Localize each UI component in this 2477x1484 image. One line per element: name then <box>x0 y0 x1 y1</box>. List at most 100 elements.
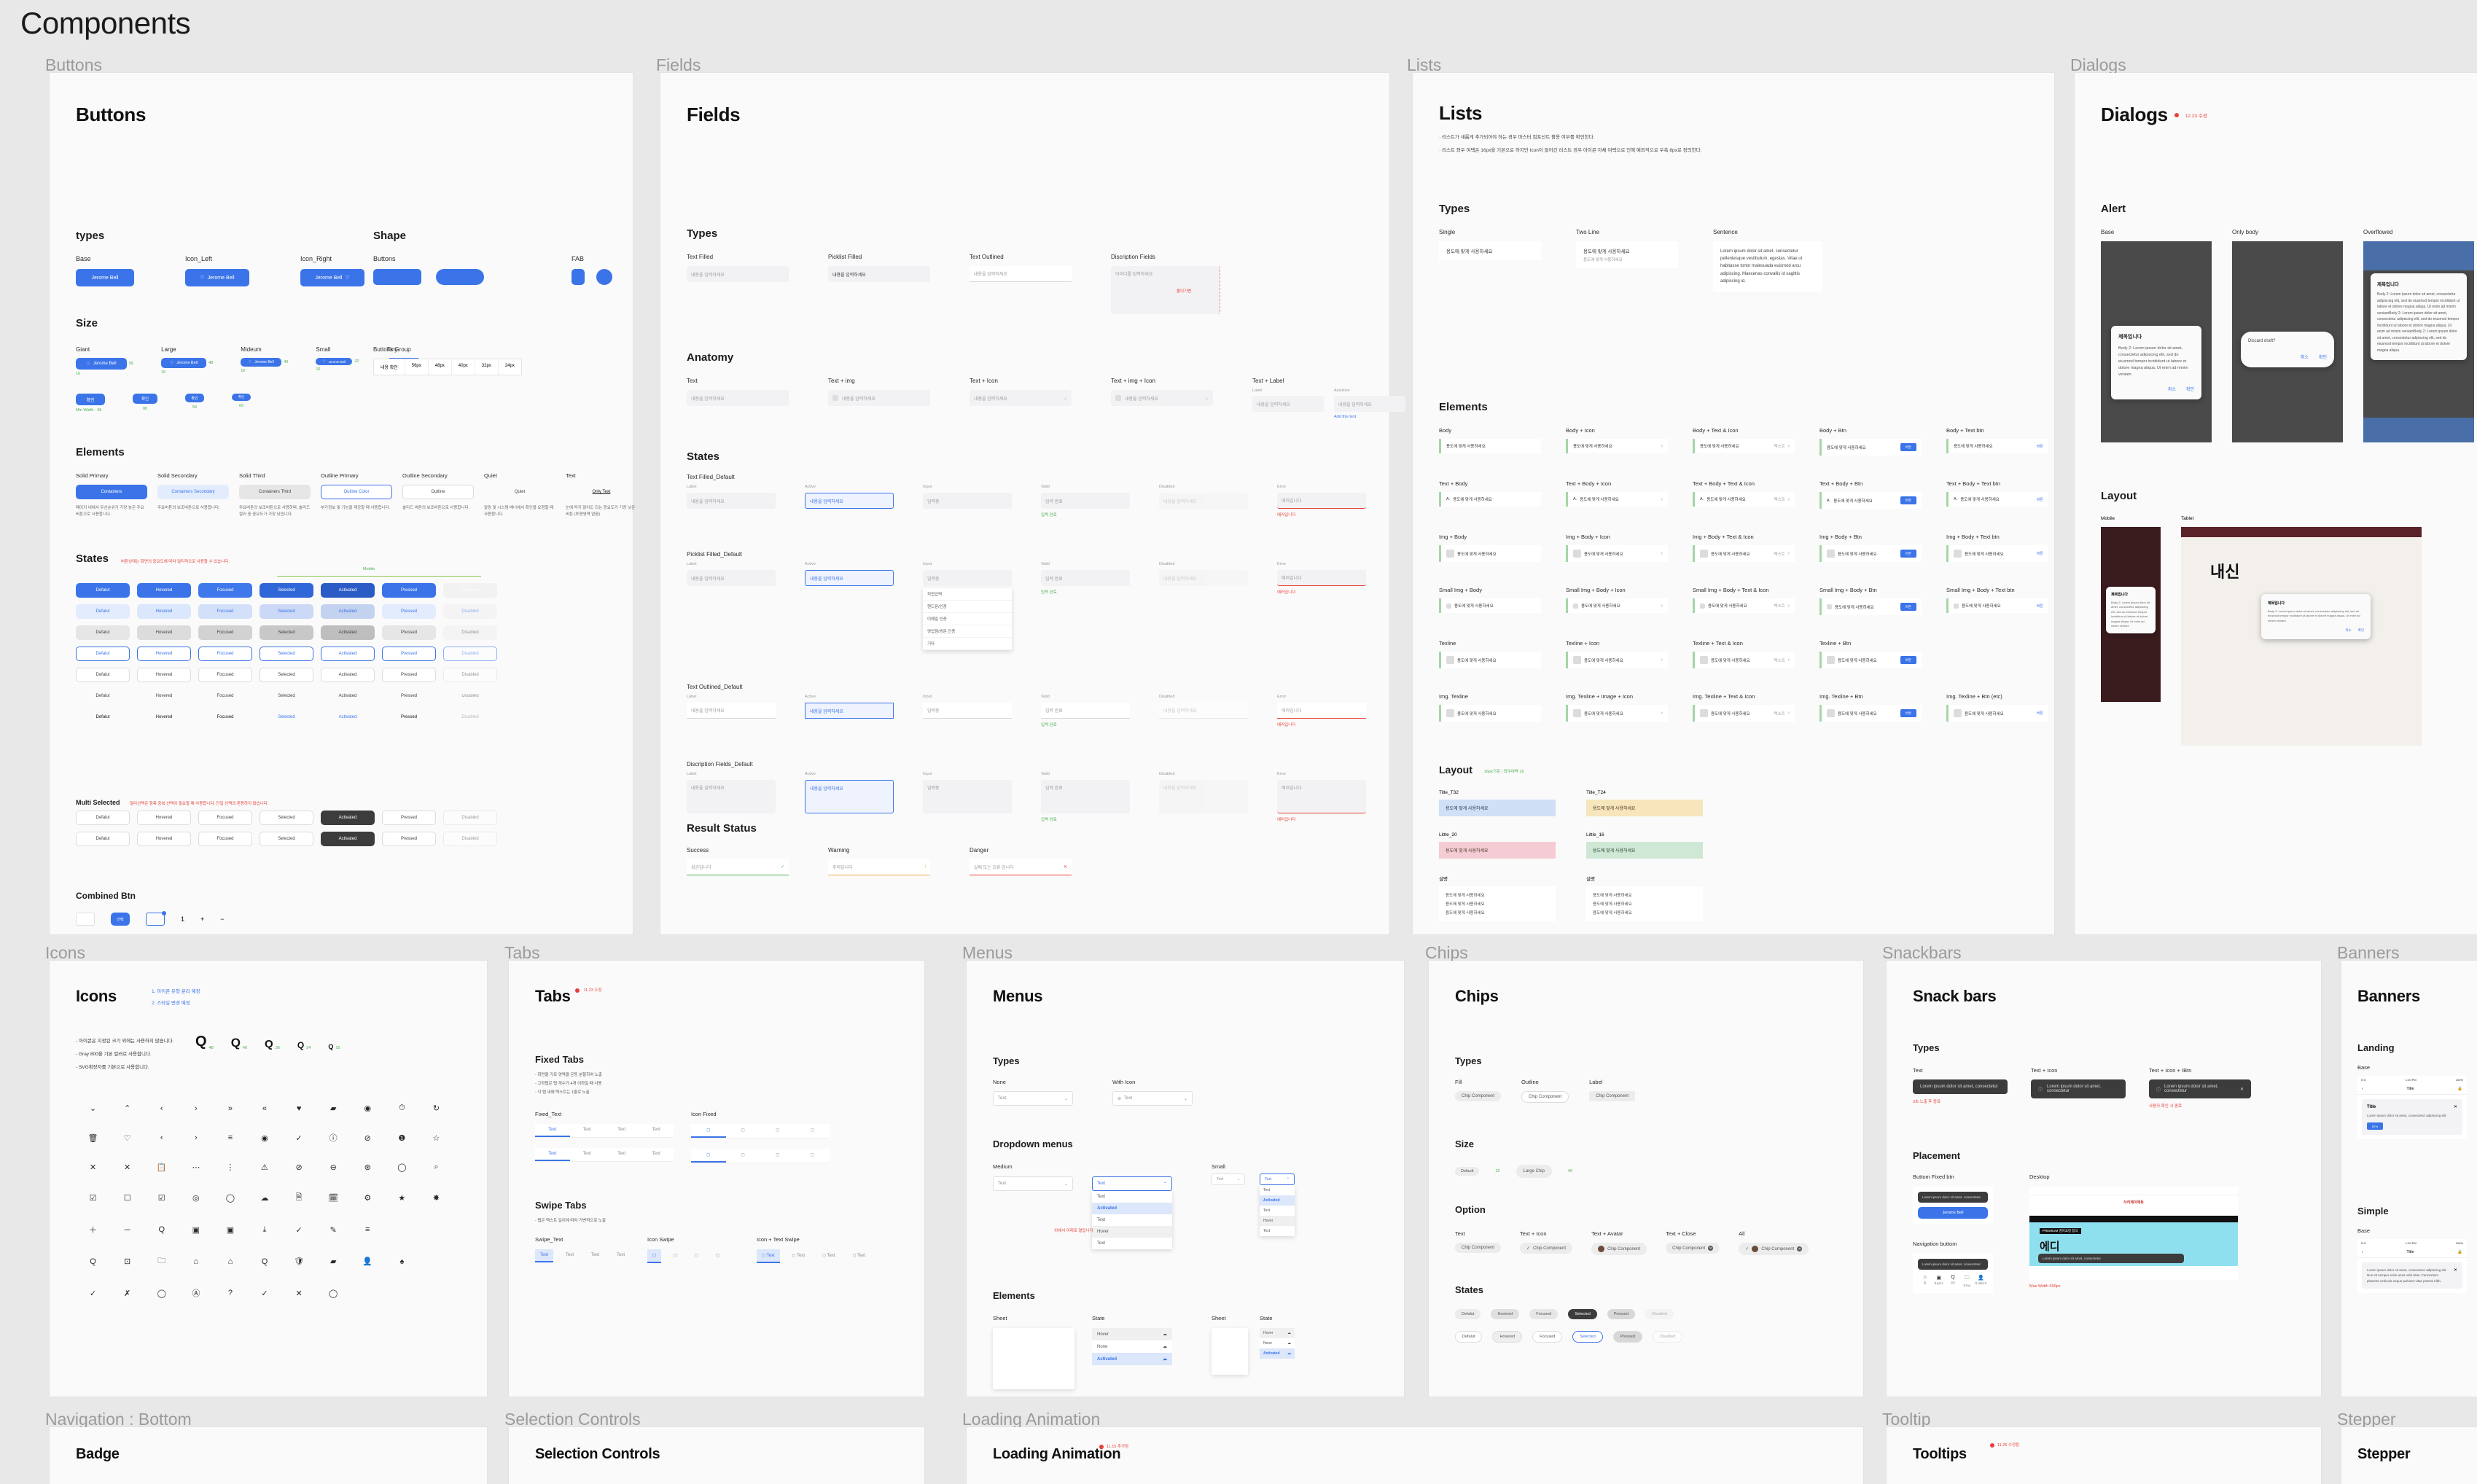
icon-☑[interactable]: ☑ <box>157 1194 165 1203</box>
swipe-tab-4[interactable]: ◻ Text <box>852 1254 866 1258</box>
multi-state-hovered[interactable]: Hovered <box>137 832 191 846</box>
list-text-button[interactable]: 버튼 <box>2036 711 2043 716</box>
chevron-right-icon[interactable]: › <box>1661 551 1663 556</box>
icon-☆[interactable]: ☆ <box>432 1133 440 1143</box>
icon-ⓘ[interactable]: ⓘ <box>329 1134 338 1143</box>
list-item[interactable]: A. 용도에 맞게 사용하세요 › <box>1566 492 1668 507</box>
fields-state-input[interactable]: 입력중 <box>923 493 1012 509</box>
chip-state-pressed[interactable]: Pressed <box>1607 1309 1635 1319</box>
icon-?[interactable]: ? <box>227 1289 233 1297</box>
fields-state-input[interactable]: 내용을 입력하세요 <box>1159 780 1248 813</box>
swipe-tab-2[interactable]: ◻ <box>673 1254 677 1258</box>
dialog-overflowed[interactable]: 제목입니다 Body 2: Lorem ipsum dolor sit amet… <box>2371 273 2467 360</box>
chevron-right-icon[interactable]: › <box>1787 551 1790 556</box>
icon-⌄[interactable]: ⌄ <box>89 1104 97 1113</box>
menu-option-hover[interactable]: Hover <box>1092 1226 1172 1238</box>
field-label[interactable]: 내용을 입력하세요 <box>1252 396 1324 412</box>
menu-option-text[interactable]: Text <box>1260 1206 1295 1216</box>
list-item[interactable]: A. 용도에 맞게 사용하세요 버튼 <box>1946 492 2048 507</box>
swipe-tab-3[interactable]: ◻ <box>694 1254 698 1258</box>
icon-▰[interactable]: ▰ <box>329 1104 337 1113</box>
icon-⚠[interactable]: ⚠ <box>261 1163 268 1172</box>
icon-↻[interactable]: ↻ <box>432 1104 440 1113</box>
icon-«[interactable]: « <box>262 1104 268 1113</box>
dialog-only-body[interactable]: Discard draft? 취소 확인 <box>2241 332 2334 367</box>
chip-state-hovered[interactable]: Hovered <box>1491 1309 1520 1319</box>
state-button-selected[interactable]: Selected <box>260 604 313 619</box>
frame-label-icons[interactable]: Icons <box>45 943 85 962</box>
icon-◯[interactable]: ◯ <box>329 1289 338 1298</box>
icon-♠[interactable]: ♠ <box>399 1257 405 1266</box>
element-button[interactable]: Containers <box>76 485 147 499</box>
fields-state-input[interactable]: 에러입니다 <box>1277 570 1366 586</box>
list-text-button[interactable]: 버튼 <box>2036 552 2043 556</box>
state-button-pressed[interactable]: Pressed <box>382 583 436 598</box>
state-button-disabled[interactable]: Disabled <box>461 715 479 719</box>
state-button-activated[interactable]: Activated <box>321 604 375 619</box>
field-text-filled[interactable]: 내용을 입력하세요 <box>687 266 789 282</box>
icon-♥[interactable]: ♥ <box>296 1104 302 1113</box>
list-item[interactable]: 용도에 맞게 사용하세요 › <box>1566 652 1668 668</box>
dialog-cancel-button[interactable]: 취소 <box>2345 628 2352 633</box>
state-button-activated[interactable]: Activated <box>321 647 375 661</box>
list-item[interactable]: 용도에 맞게 사용하세요 버튼 <box>1819 598 1922 615</box>
state-button-pressed[interactable]: Pressed <box>382 604 436 619</box>
fields-state-input[interactable]: 내용을 입력하세요 <box>687 780 776 813</box>
button-small[interactable]: ♡ Jerome Bell <box>316 358 353 365</box>
fields-state-input[interactable]: 내용을 입력하세요 <box>1159 570 1248 586</box>
list-button[interactable]: 버튼 <box>1900 550 1916 558</box>
snackbar-text-icon[interactable]: ⓘ Lorem ipsum dolor sit amet, consectetur <box>2031 1079 2126 1098</box>
dropdown-option[interactable]: 핸드폰/인증 <box>923 601 1012 613</box>
list-item[interactable]: 용도에 맞게 사용하세요 <box>1439 705 1541 722</box>
dialog-cancel-button[interactable]: 취소 <box>2167 388 2176 393</box>
menu-state-hover[interactable]: Hover ☁ <box>1260 1328 1295 1338</box>
state-button-activated[interactable]: Activated <box>338 715 357 719</box>
state-button-hovered[interactable]: Hovered <box>137 625 191 640</box>
state-button-disabled[interactable]: Disabled <box>443 583 497 598</box>
list-item[interactable]: 용도에 맞게 사용하세요 버튼 <box>1819 652 1922 668</box>
fields-state-input[interactable]: 입력 완료 <box>1041 570 1130 586</box>
chip-option-1[interactable]: Chip Component <box>1455 1243 1502 1253</box>
state-button-focused[interactable]: Focused <box>198 583 252 598</box>
menu-select-none[interactable]: Text ⌄ <box>993 1091 1073 1106</box>
button-confirm-large[interactable]: 확인 <box>133 394 157 404</box>
combined-btn-4[interactable]: 1 <box>181 915 185 923</box>
field-assistive[interactable]: 내용을 입력하세요 <box>1334 396 1405 412</box>
list-item[interactable]: A. 용도에 맞게 사용하세요 <box>1439 492 1541 507</box>
icon-⊖[interactable]: ⊖ <box>329 1163 337 1172</box>
chip-state-disabled[interactable]: Disabled <box>1645 1309 1674 1319</box>
field-anatomy-text-img[interactable]: 내용을 입력하세요 <box>828 390 930 406</box>
multi-state-pressed[interactable]: Pressed <box>382 811 436 825</box>
multi-state-selected[interactable]: Selected <box>260 811 313 825</box>
swipe-tab-4[interactable]: Text <box>617 1253 625 1257</box>
list-item[interactable]: 용도에 맞게 사용하세요 버튼 <box>1946 598 2048 613</box>
fields-state-input[interactable]: 에러입니다 <box>1277 493 1366 509</box>
nav-item-3[interactable]: Q 내신 <box>1946 1275 1959 1288</box>
frame-label-navigation-bottom[interactable]: Navigation : Bottom <box>45 1410 192 1429</box>
icon-‹[interactable]: ‹ <box>160 1133 163 1142</box>
state-button-hovered[interactable]: Hovered <box>137 604 191 619</box>
icon-⌃[interactable]: ⌃ <box>124 1104 131 1113</box>
icon-≡[interactable]: ≡ <box>227 1133 233 1142</box>
chip-option-5[interactable]: ✓ Chip Component ✕ <box>1739 1243 1809 1255</box>
element-button[interactable]: Containers Secondary <box>157 485 229 499</box>
list-item[interactable]: 용도에 맞게 사용하세요 <box>1439 545 1541 562</box>
state-button-pressed[interactable]: Pressed <box>400 715 417 719</box>
tab-item-3[interactable]: ◻ <box>776 1128 780 1133</box>
menu-select-with-icon[interactable]: ⊘ Text ⌄ <box>1112 1091 1193 1106</box>
chip-state-selected[interactable]: Selected <box>1568 1309 1597 1319</box>
swipe-tab-4[interactable]: ◻ <box>715 1254 719 1258</box>
chevron-right-icon[interactable]: › <box>1661 657 1663 663</box>
state-button-defalut[interactable]: Defalut <box>76 668 130 682</box>
group-cell[interactable]: 56px <box>405 359 429 375</box>
icon-🗓[interactable]: 🗓 <box>328 1194 339 1203</box>
state-button-hovered[interactable]: Hovered <box>137 668 191 682</box>
list-item[interactable]: 용도에 맞게 사용하세요 › <box>1566 545 1668 562</box>
menu-state-activated[interactable]: Activated ☁ <box>1260 1348 1295 1359</box>
menu-state-hover[interactable]: Hover ☁ <box>1092 1328 1172 1340</box>
list-item[interactable]: 용도에 맞게 사용하세요 버튼 <box>1819 545 1922 562</box>
element-button[interactable]: Outline Color <box>321 485 392 499</box>
icon-⤓[interactable]: ⤓ <box>262 1225 267 1234</box>
dropdown-option[interactable]: 기타 <box>923 638 1012 650</box>
fields-state-input[interactable]: 내용을 입력하세요 <box>687 493 776 509</box>
